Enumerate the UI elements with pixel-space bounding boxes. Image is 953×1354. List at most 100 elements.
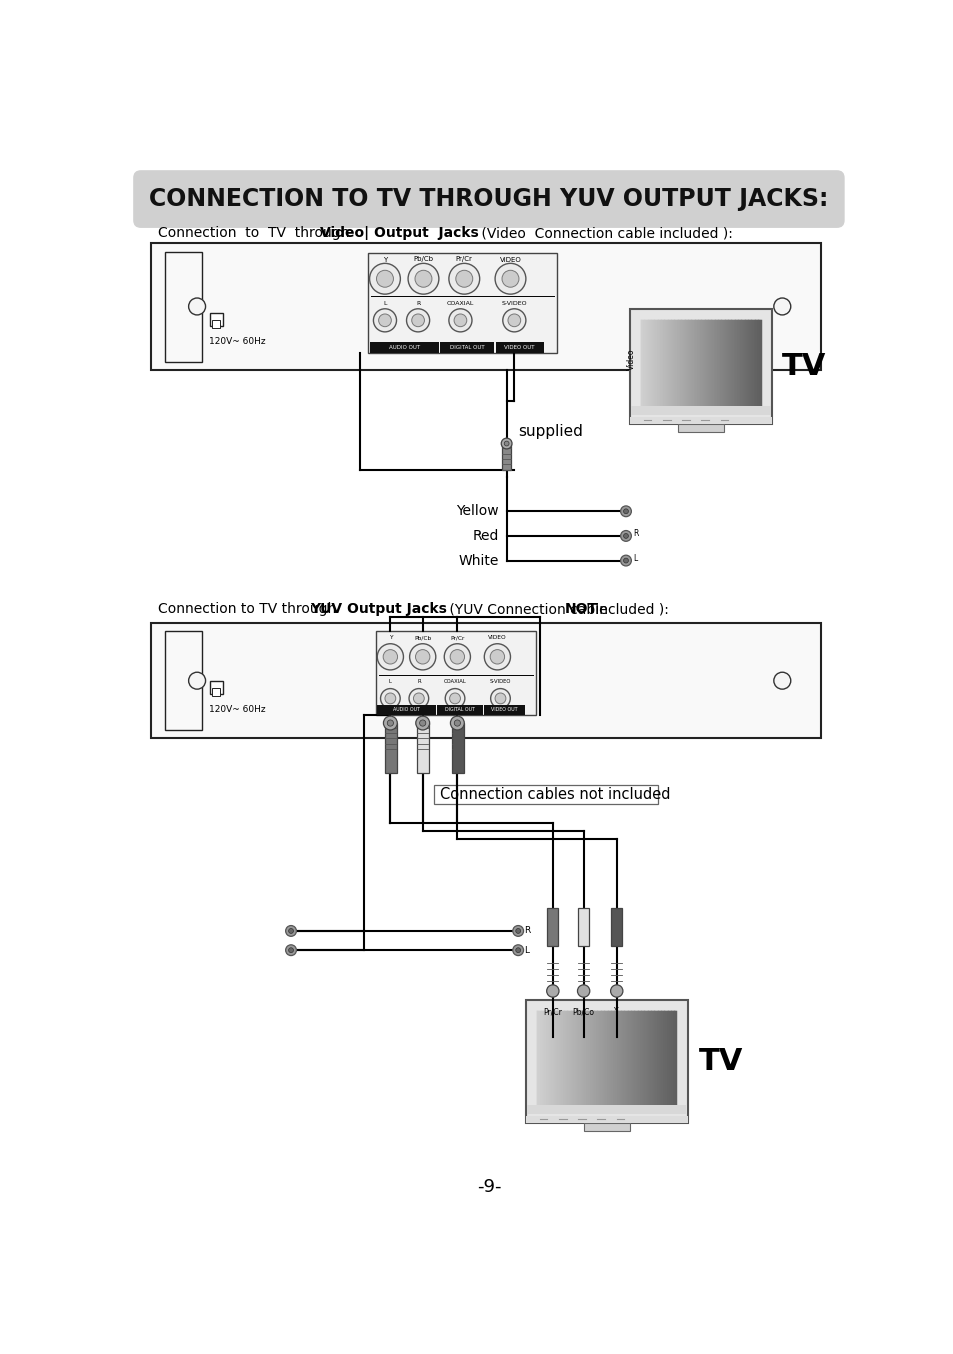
Bar xyxy=(629,309,772,424)
Text: Y: Y xyxy=(382,256,387,263)
Circle shape xyxy=(516,948,520,953)
Bar xyxy=(525,1001,687,1124)
Bar xyxy=(547,907,558,946)
Circle shape xyxy=(419,720,425,726)
Text: COAXIAL: COAXIAL xyxy=(443,678,466,684)
Bar xyxy=(440,343,494,352)
Text: S-VIDEO: S-VIDEO xyxy=(501,301,527,306)
Circle shape xyxy=(620,531,631,542)
Circle shape xyxy=(416,650,430,663)
Text: Connection to TV through: Connection to TV through xyxy=(157,603,340,616)
Text: CONNECTION TO TV THROUGH YUV OUTPUT JACKS:: CONNECTION TO TV THROUGH YUV OUTPUT JACK… xyxy=(149,187,828,211)
Circle shape xyxy=(449,693,460,704)
Circle shape xyxy=(623,509,628,513)
Circle shape xyxy=(380,689,399,708)
Circle shape xyxy=(620,506,631,517)
Text: Pr/Cr: Pr/Cr xyxy=(543,1007,561,1017)
Text: Y: Y xyxy=(388,635,392,640)
Bar xyxy=(213,688,220,696)
Circle shape xyxy=(376,271,393,287)
Bar xyxy=(631,406,770,416)
Circle shape xyxy=(513,926,523,937)
Circle shape xyxy=(406,309,429,332)
Text: R: R xyxy=(416,301,419,306)
Bar xyxy=(369,343,438,352)
Bar xyxy=(677,424,723,432)
Circle shape xyxy=(495,693,505,704)
Circle shape xyxy=(507,314,520,326)
Circle shape xyxy=(189,298,205,315)
Circle shape xyxy=(413,693,424,704)
Text: Yellow: Yellow xyxy=(456,504,498,519)
Circle shape xyxy=(444,643,470,670)
Text: Pb/Co: Pb/Co xyxy=(572,1007,594,1017)
Circle shape xyxy=(285,926,296,937)
Circle shape xyxy=(383,650,397,663)
Circle shape xyxy=(285,945,296,956)
Text: AUDIO OUT: AUDIO OUT xyxy=(388,345,419,349)
Bar xyxy=(452,723,463,773)
Text: VIDEO OUT: VIDEO OUT xyxy=(504,345,535,349)
Text: (Video  Connection cable included ):: (Video Connection cable included ): xyxy=(476,226,733,240)
Text: DIGITAL OUT: DIGITAL OUT xyxy=(445,707,475,712)
Bar xyxy=(151,244,820,371)
Bar xyxy=(525,1116,687,1124)
Circle shape xyxy=(369,263,400,294)
Circle shape xyxy=(456,271,473,287)
Text: AUDIO OUT: AUDIO OUT xyxy=(393,707,419,712)
Circle shape xyxy=(454,720,460,726)
Text: Y: Y xyxy=(614,1007,618,1017)
Circle shape xyxy=(387,720,393,726)
Circle shape xyxy=(502,309,525,332)
Bar xyxy=(436,704,482,715)
Circle shape xyxy=(513,945,523,956)
Circle shape xyxy=(623,558,628,563)
Circle shape xyxy=(500,439,512,450)
Circle shape xyxy=(408,263,438,294)
Bar xyxy=(484,704,524,715)
Circle shape xyxy=(450,650,464,663)
Text: NOT: NOT xyxy=(564,603,597,616)
Circle shape xyxy=(376,643,403,670)
Circle shape xyxy=(445,689,464,708)
Circle shape xyxy=(289,948,294,953)
Circle shape xyxy=(490,650,504,663)
Circle shape xyxy=(610,984,622,997)
Text: VIDEO: VIDEO xyxy=(499,256,520,263)
Bar xyxy=(165,631,201,730)
Circle shape xyxy=(409,643,436,670)
Text: TV: TV xyxy=(781,352,825,380)
Circle shape xyxy=(773,298,790,315)
Bar xyxy=(385,723,396,773)
Text: YUV Output Jacks: YUV Output Jacks xyxy=(310,603,447,616)
Bar xyxy=(434,784,657,804)
Text: COAXIAL: COAXIAL xyxy=(446,301,474,306)
Text: VIDEO OUT: VIDEO OUT xyxy=(491,707,517,712)
Bar xyxy=(527,1105,685,1114)
Text: supplied: supplied xyxy=(517,425,582,440)
Circle shape xyxy=(623,533,628,539)
Circle shape xyxy=(378,314,391,326)
Circle shape xyxy=(450,716,464,730)
Bar xyxy=(375,631,536,715)
Circle shape xyxy=(189,672,205,689)
Circle shape xyxy=(546,984,558,997)
Circle shape xyxy=(490,689,510,708)
Text: 120V~ 60Hz: 120V~ 60Hz xyxy=(209,704,265,714)
Bar xyxy=(210,681,222,693)
Text: Pb/Cb: Pb/Cb xyxy=(414,635,431,640)
Circle shape xyxy=(415,271,432,287)
Text: Connection cables not included: Connection cables not included xyxy=(440,787,670,802)
Text: L: L xyxy=(524,945,529,955)
Bar xyxy=(213,321,220,328)
Bar xyxy=(210,313,222,326)
Text: -9-: -9- xyxy=(476,1178,500,1196)
Circle shape xyxy=(773,672,790,689)
Text: Pb/Cb: Pb/Cb xyxy=(413,256,433,263)
Text: White: White xyxy=(458,554,498,567)
Circle shape xyxy=(620,555,631,566)
Circle shape xyxy=(373,309,396,332)
Circle shape xyxy=(385,693,395,704)
Text: R: R xyxy=(416,678,420,684)
Bar xyxy=(376,704,436,715)
